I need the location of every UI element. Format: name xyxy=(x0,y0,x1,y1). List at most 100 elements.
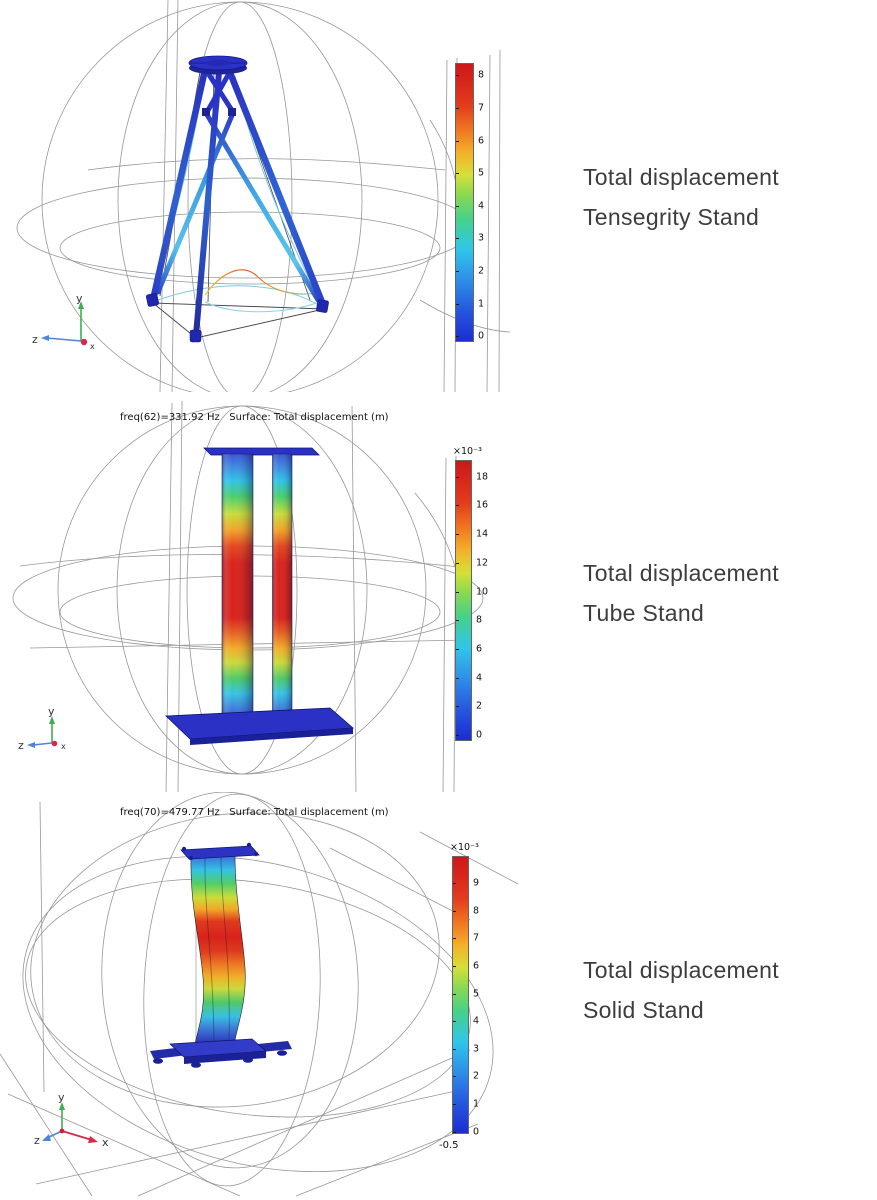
colorbar-tick-label: 14 xyxy=(476,528,489,540)
colorbar-tick xyxy=(453,994,456,995)
scene-tensegrity-stand: y z x xyxy=(16,0,511,392)
plot-title: freq(62)=331.92 Hz Surface: Total displa… xyxy=(120,412,389,423)
colorbar-tick xyxy=(453,911,456,912)
caption-line1: Total displacement xyxy=(583,164,779,190)
scene-solid-stand: freq(70)=479.77 Hz Surface: Total displa… xyxy=(0,792,519,1197)
colorbar-tick xyxy=(456,173,459,174)
colorbar-tick xyxy=(456,304,459,305)
colorbar-tick xyxy=(456,477,459,478)
colorbar-tick-label: 6 xyxy=(476,643,483,655)
caption-solid: Total displacement Solid Stand xyxy=(583,951,779,1030)
colorbar-tick xyxy=(453,1021,456,1022)
colorbar-tick-label: 2 xyxy=(478,265,485,277)
colorbar-tick-label: 7 xyxy=(473,932,480,944)
z-axis-label: z xyxy=(32,333,38,346)
panel-solid: freq(70)=479.77 Hz Surface: Total displa… xyxy=(0,792,877,1200)
colorbar-tick xyxy=(453,1104,456,1105)
y-axis-label: y xyxy=(76,292,83,305)
colorbar-tick xyxy=(453,1076,456,1077)
colorbar-tick xyxy=(456,563,459,564)
solid-stand-model xyxy=(150,842,292,1068)
colorbar-tick-label: 5 xyxy=(473,988,480,1000)
caption-line1: Total displacement xyxy=(583,957,779,983)
colorbar-tick-label: 1 xyxy=(473,1098,480,1110)
plot-title: freq(70)=479.77 Hz Surface: Total displa… xyxy=(120,807,389,818)
colorbar-min-label: -0.5 xyxy=(439,1140,459,1151)
scene-tube-stand: freq(62)=331.92 Hz Surface: Total displa… xyxy=(12,400,484,792)
colorbar-tick-label: 0 xyxy=(473,1126,480,1138)
colorbar-tick-label: 1 xyxy=(478,298,485,310)
colorbar-tick xyxy=(453,966,456,967)
colorbar-tick-label: 10 xyxy=(476,586,489,598)
colorbar-tick-label: 7 xyxy=(478,102,485,114)
colorbar-tick xyxy=(456,592,459,593)
z-axis-arrow-icon xyxy=(41,335,49,341)
colorbar-tick xyxy=(456,505,459,506)
colorbar-tick xyxy=(453,883,456,884)
colorbar-tick xyxy=(456,649,459,650)
colorbar-tensegrity: 8 7 6 5 4 3 2 1 0 xyxy=(455,63,484,342)
colorbar-tick-label: 3 xyxy=(473,1043,480,1055)
colorbar-exponent-label: ×10⁻³ xyxy=(453,446,482,457)
colorbar-tick xyxy=(456,336,459,337)
colorbar-tick-label: 0 xyxy=(476,729,483,741)
tube-stand-model xyxy=(165,447,354,745)
y-axis-arrow-icon xyxy=(49,716,55,724)
colorbar-tick-label: 3 xyxy=(478,232,485,244)
x-axis-label: x xyxy=(102,1136,109,1149)
colorbar-tick-label: 8 xyxy=(476,614,483,626)
colorbar-exponent-label: ×10⁻³ xyxy=(450,842,479,853)
colorbar-tick-label: 16 xyxy=(476,499,489,511)
wireframe-sphere xyxy=(16,0,511,392)
caption-line1: Total displacement xyxy=(583,560,779,586)
colorbar-tick xyxy=(456,238,459,239)
panel-tube: freq(62)=331.92 Hz Surface: Total displa… xyxy=(0,398,877,792)
colorbar-tick-label: 4 xyxy=(473,1015,480,1027)
y-axis-label: y xyxy=(58,1091,65,1104)
colorbar-tick-label: 2 xyxy=(476,700,483,712)
colorbar-tick xyxy=(453,1049,456,1050)
z-axis-label: z xyxy=(18,739,24,752)
colorbar-tick-label: 18 xyxy=(476,471,489,483)
z-axis-label: z xyxy=(34,1134,40,1147)
colorbar-tick xyxy=(456,678,459,679)
colorbar-tick-label: 5 xyxy=(478,167,485,179)
panel-tensegrity: y z x 8 7 6 5 4 3 2 1 0 Total displacement Tense… xyxy=(0,0,877,392)
x-axis-dot-icon xyxy=(80,338,88,346)
y-axis-label: y xyxy=(48,705,55,718)
colorbar-tick xyxy=(456,141,459,142)
colorbar-tick xyxy=(456,75,459,76)
caption-line2: Tube Stand xyxy=(583,599,705,626)
colorbar-tick-label: 12 xyxy=(476,557,489,569)
colorbar-tick xyxy=(456,620,459,621)
z-axis-arrow-icon xyxy=(42,1134,51,1141)
caption-line2: Solid Stand xyxy=(583,996,704,1023)
colorbar-tick-label: 8 xyxy=(473,905,480,917)
colorbar-tick xyxy=(453,1132,456,1133)
colorbar-tube: 18 16 14 12 10 8 6 4 2 0 ×10⁻³ xyxy=(453,446,488,741)
colorbar-tick xyxy=(456,206,459,207)
axis-triad: y z x xyxy=(32,292,95,351)
caption-line2: Tensegrity Stand xyxy=(583,203,760,230)
x-axis-arrow-icon xyxy=(88,1136,98,1143)
colorbar-tick xyxy=(456,108,459,109)
colorbar-tick-label: 9 xyxy=(473,877,480,889)
colorbar-tick xyxy=(453,938,456,939)
origin-dot-icon xyxy=(59,1128,65,1134)
colorbar-tick xyxy=(456,271,459,272)
colorbar-tick-label: 6 xyxy=(473,960,480,972)
x-axis-label: x xyxy=(90,342,95,351)
colorbar-tick-label: 2 xyxy=(473,1070,480,1082)
y-axis-arrow-icon xyxy=(78,301,84,309)
colorbar-tick xyxy=(456,706,459,707)
wireframe-sphere xyxy=(0,792,519,1197)
colorbar-tick-label: 4 xyxy=(478,200,485,212)
colorbar-tick-label: 8 xyxy=(478,69,485,81)
y-axis-arrow-icon xyxy=(59,1102,65,1110)
x-axis-dot-icon xyxy=(51,740,58,747)
axis-triad: y x z xyxy=(34,1091,109,1149)
colorbar-tick-label: 6 xyxy=(478,135,485,147)
colorbar-tick xyxy=(456,735,459,736)
caption-tensegrity: Total displacement Tensegrity Stand xyxy=(583,158,779,237)
